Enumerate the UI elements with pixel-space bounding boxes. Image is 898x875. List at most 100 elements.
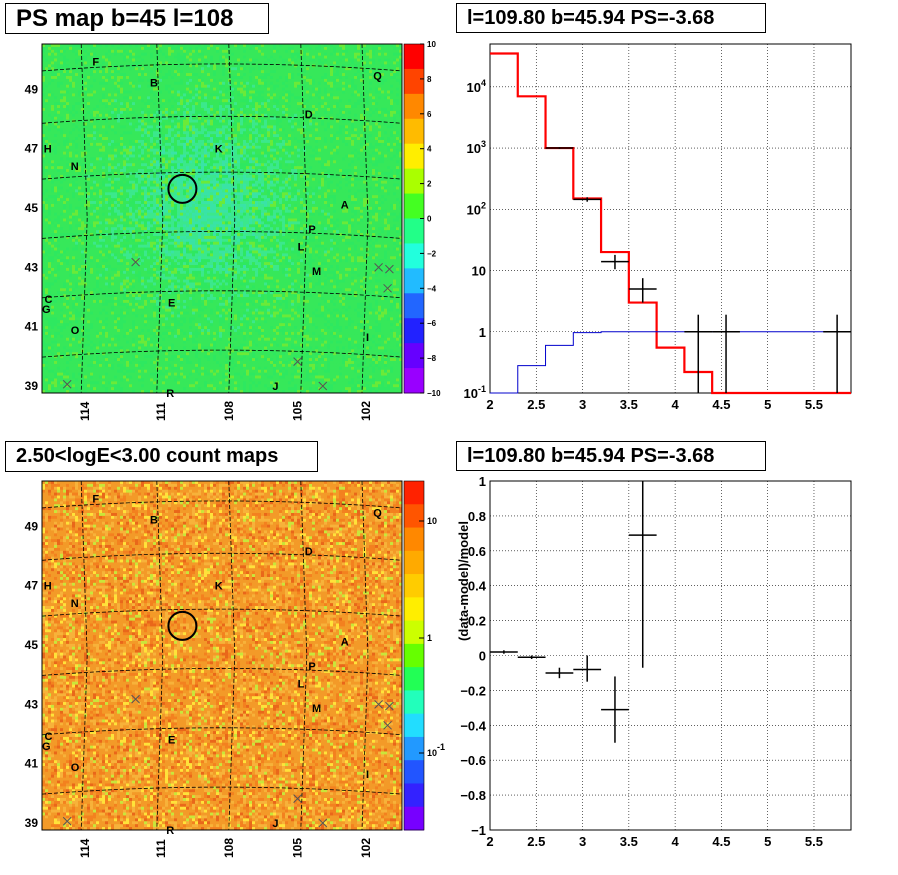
- count-map-bottom-ytick: 39: [25, 816, 39, 830]
- colorbar-top-segment: [404, 219, 424, 244]
- spectrum-title: l=109.80 b=45.94 PS=-3.68: [456, 3, 766, 33]
- ps-map-top-label-A: A: [341, 200, 349, 212]
- ps-map-top-label-K: K: [215, 144, 223, 156]
- ps-map-top-label-J: J: [272, 381, 278, 393]
- count-map-bottom-label-F: F: [92, 493, 99, 505]
- ps-map-top-ytick: 47: [25, 142, 39, 156]
- colorbar-bottom-segment: [404, 690, 424, 714]
- colorbar-top-ticklabel: 8: [427, 75, 432, 84]
- spectrum-ytick: 10: [472, 264, 486, 279]
- colorbar-top-ticklabel: −10: [427, 389, 441, 398]
- count-map-bottom-label-A: A: [341, 637, 349, 649]
- count-map-bottom-label-G: G: [42, 741, 51, 753]
- ps-map-top-xtick: 105: [291, 401, 305, 421]
- spectrum-xtick: 5: [764, 397, 771, 412]
- count-map-bottom-label-J: J: [272, 818, 278, 830]
- residual-ytick: 1: [479, 474, 486, 489]
- colorbar-top-segment: [404, 119, 424, 144]
- colorbar-top-ticklabel: 6: [427, 110, 432, 119]
- ps-map-top-label-E: E: [168, 297, 175, 309]
- residual-xtick: 2: [486, 834, 493, 849]
- ps-map-top-ytick: 45: [25, 201, 39, 215]
- colorbar-top-segment: [404, 368, 424, 393]
- ps-map-top-xtick: 114: [78, 401, 92, 421]
- colorbar-top-segment: [404, 268, 424, 293]
- spectrum-xtick: 5.5: [805, 397, 823, 412]
- spectrum-ytick: 104: [467, 78, 486, 95]
- ps-map-top-xtick: 108: [222, 401, 236, 421]
- count-map-bottom-label-E: E: [168, 734, 175, 746]
- count-map-bottom-xtick: 114: [78, 838, 92, 858]
- colorbar-top-segment: [404, 293, 424, 318]
- count-map-bottom-xtick: 102: [359, 838, 373, 858]
- colorbar-bottom-ticklabel: 10: [427, 516, 437, 526]
- ps-map-top-label-O: O: [71, 325, 80, 337]
- colorbar-bottom-segment: [404, 714, 424, 738]
- ps-map-top-label-F: F: [92, 56, 99, 68]
- colorbar-top-ticklabel: 4: [427, 145, 432, 154]
- colorbar-bottom-segment: [404, 551, 424, 575]
- ps-map-top-label-Q: Q: [373, 70, 382, 82]
- ps-map-top-label-P: P: [308, 224, 315, 236]
- residual-ylabel: (data-model)/model: [456, 521, 471, 641]
- colorbar-top-ticklabel: −6: [427, 319, 437, 328]
- count-map-bottom-label-H: H: [44, 581, 52, 593]
- colorbar-top-ticklabel: −2: [427, 249, 437, 258]
- count-map-bottom-label-I: I: [366, 769, 369, 781]
- count-map-bottom-label-R: R: [166, 825, 174, 837]
- colorbar-bottom-segment: [404, 621, 424, 645]
- colorbar-bottom-segment: [404, 667, 424, 691]
- ps-map-top-label-I: I: [366, 332, 369, 344]
- colorbar-bottom-segment: [404, 783, 424, 807]
- count-map-bottom-label-L: L: [298, 678, 305, 690]
- ps-map-top-ytick: 39: [25, 379, 39, 393]
- count-map-bottom-label-Q: Q: [373, 507, 382, 519]
- colorbar-top-segment: [404, 318, 424, 343]
- colorbar-top-segment: [404, 169, 424, 194]
- residual-ytick: −1: [471, 823, 486, 838]
- ps-map-top-ytick: 41: [25, 320, 39, 334]
- colorbar-top-ticklabel: 10: [427, 40, 436, 49]
- residual-xtick: 5: [764, 834, 771, 849]
- colorbar-bottom-segment: [404, 528, 424, 552]
- residual-xtick: 4: [672, 834, 680, 849]
- ps-map-top-ytick: 43: [25, 260, 39, 274]
- count-map-bottom-label-B: B: [150, 514, 158, 526]
- count-map-bottom-label-O: O: [71, 762, 80, 774]
- ps-map-top-ytick: 49: [25, 82, 39, 96]
- spectrum-ytick: 10-1: [464, 384, 486, 401]
- colorbar-bottom-segment: [404, 574, 424, 598]
- colorbar-top-segment: [404, 144, 424, 169]
- colorbar-bottom-segment: [404, 481, 424, 505]
- colorbar-bottom-segment: [404, 644, 424, 668]
- count-map-bottom-label-K: K: [215, 581, 223, 593]
- spectrum-xtick: 3.5: [620, 397, 638, 412]
- count-map-bottom-ytick: 47: [25, 579, 39, 593]
- spectrum-xtick: 2: [486, 397, 493, 412]
- residual-ytick: −0.6: [460, 753, 486, 768]
- map-top-title: PS map b=45 l=108: [5, 3, 269, 34]
- colorbar-bottom-ticklabel: 10-1: [427, 742, 445, 758]
- ps-map-top-label-G: G: [42, 304, 51, 316]
- residual-ytick: −0.4: [460, 718, 486, 733]
- colorbar-bottom-segment: [404, 597, 424, 621]
- spectrum-xtick: 2.5: [527, 397, 545, 412]
- residual-xtick: 4.5: [712, 834, 730, 849]
- ps-map-top-label-M: M: [312, 266, 321, 278]
- count-map-bottom-label-N: N: [71, 598, 79, 610]
- colorbar-bottom-ticklabel: 1: [427, 633, 432, 643]
- spectrum-ytick: 103: [467, 139, 486, 156]
- colorbar-top-segment: [404, 243, 424, 268]
- colorbar-top-segment: [404, 194, 424, 219]
- count-map-bottom-ytick: 41: [25, 757, 39, 771]
- count-map-bottom-label-M: M: [312, 703, 321, 715]
- ps-map-top-xtick: 111: [154, 402, 168, 421]
- count-map-bottom-label-P: P: [308, 661, 315, 673]
- spectrum-xtick: 3: [579, 397, 586, 412]
- ps-map-top-label-B: B: [150, 77, 158, 89]
- count-map-bottom-ytick: 43: [25, 697, 39, 711]
- spectrum-ytick: 1: [479, 325, 486, 340]
- spectrum-ytick: 102: [467, 200, 486, 217]
- ps-map-top-label-L: L: [298, 241, 305, 253]
